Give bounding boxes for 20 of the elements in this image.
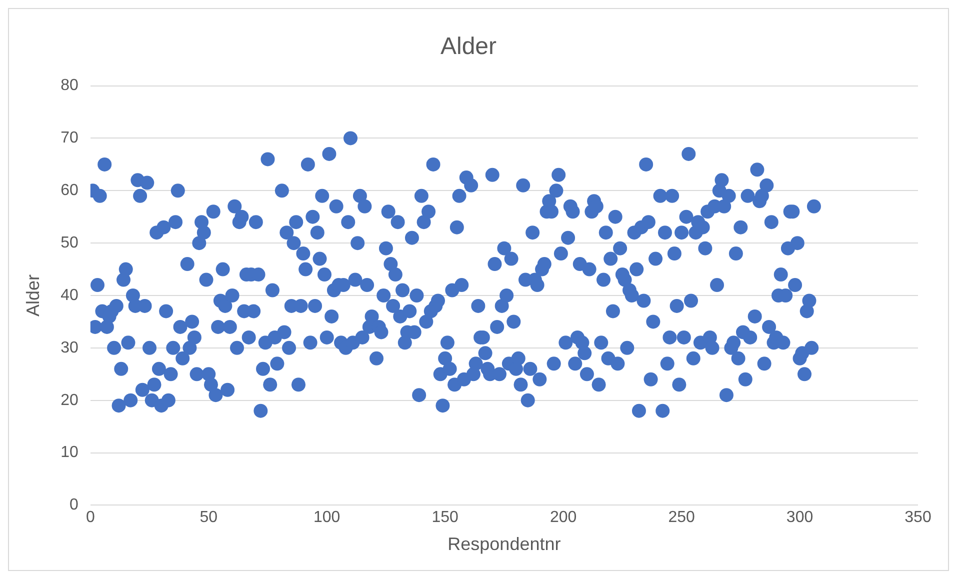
- x-tick-label: 300: [786, 509, 814, 526]
- chart-title: Alder: [440, 33, 497, 60]
- y-tick-label: 40: [60, 286, 78, 304]
- x-tick-label: 0: [86, 509, 95, 526]
- y-tick-label: 10: [60, 444, 78, 462]
- y-tick-label: 50: [60, 234, 78, 252]
- x-tick-label: 200: [550, 509, 577, 526]
- y-tick-label: 0: [69, 496, 78, 514]
- x-tick-label: 150: [432, 509, 459, 526]
- y-axis-title: Alder: [22, 274, 43, 317]
- x-tick-label: 250: [668, 509, 695, 526]
- x-tick-label: 350: [904, 509, 932, 526]
- x-axis-title: Respondentnr: [448, 534, 561, 554]
- y-tick-label: 20: [60, 392, 78, 409]
- y-tick-label: 80: [60, 77, 78, 94]
- x-tick-label: 50: [200, 509, 218, 526]
- y-tick-label: 70: [60, 130, 78, 147]
- x-tick-label: 100: [314, 509, 340, 526]
- y-tick-label: 30: [60, 339, 78, 356]
- y-tick-label: 60: [60, 182, 78, 200]
